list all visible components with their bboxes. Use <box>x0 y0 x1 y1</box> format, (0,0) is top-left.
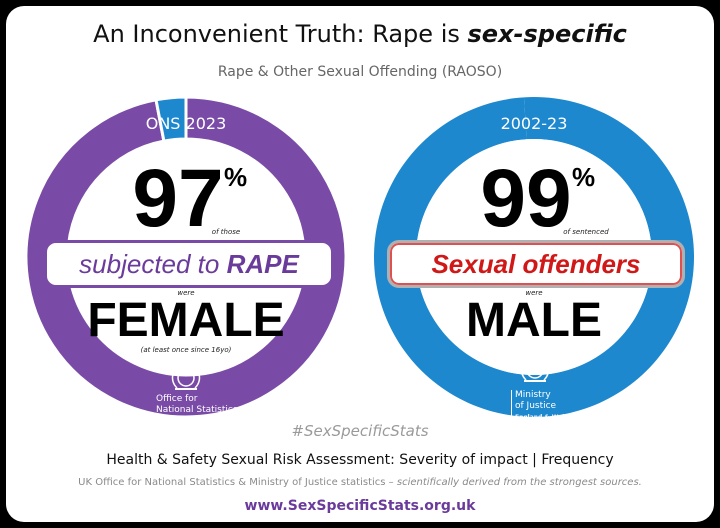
hashtag: #SexSpecificStats <box>291 422 429 440</box>
left-note: (at least once since 16yo) <box>140 346 232 354</box>
right-agency-line3: England & Wales <box>515 414 572 421</box>
infographic-card: An Inconvenient Truth: Rape is sex-speci… <box>6 6 714 522</box>
left-qualifier: of those <box>211 228 241 236</box>
left-percentage: 97 <box>132 153 224 244</box>
royal-crest-icon <box>171 364 201 390</box>
left-label-strong: RAPE <box>226 249 299 279</box>
title-prefix: An Inconvenient Truth: Rape is <box>93 20 468 48</box>
right-qualifier: of sentenced <box>563 228 609 236</box>
right-label-pill: Sexual offenders <box>387 240 685 288</box>
title-suffix: -specific <box>513 20 627 48</box>
left-period: ONS 2023 <box>145 114 227 133</box>
left-agency-line2: National Statistics <box>156 405 238 415</box>
footer-sources-plain: UK Office for National Statistics & Mini… <box>78 477 397 488</box>
footer-sources-italic: scientifically derived from the stronges… <box>396 477 642 488</box>
right-percent-sign: % <box>572 162 596 192</box>
title-emphasis: sex <box>467 20 514 48</box>
left-agency-line3: England & Wales <box>156 418 213 425</box>
right-percentage: 99 <box>480 153 572 244</box>
page-subtitle: Rape & Other Sexual Offending (RAOSO) <box>217 64 503 80</box>
right-agency-line1: Ministry <box>515 390 551 400</box>
left-percent-sign: % <box>224 162 248 192</box>
page-title: An Inconvenient Truth: Rape is sex-speci… <box>6 20 714 48</box>
footer-sources: UK Office for National Statistics & Mini… <box>6 477 714 488</box>
royal-crest-icon-right <box>520 356 550 382</box>
right-period: 2002-23 <box>500 114 568 133</box>
right-group: MALE <box>466 294 602 347</box>
footer-assessment: Health & Safety Sexual Risk Assessment: … <box>106 452 614 468</box>
website-link[interactable]: www.SexSpecificStats.org.uk <box>244 498 476 514</box>
right-connector: were <box>525 289 543 297</box>
left-connector: were <box>177 289 195 297</box>
left-group: FEMALE <box>87 294 285 347</box>
left-agency-line1: Office for <box>156 394 198 404</box>
left-agency: Office for National Statistics England &… <box>156 394 276 427</box>
right-agency-line2: of Justice <box>515 401 557 411</box>
right-agency: Ministry of Justice England & Wales <box>511 390 635 423</box>
left-label-pill: subjected to RAPE <box>44 240 334 288</box>
right-donut-slice-1 <box>523 97 534 140</box>
left-label-pre: subjected to <box>79 249 227 279</box>
